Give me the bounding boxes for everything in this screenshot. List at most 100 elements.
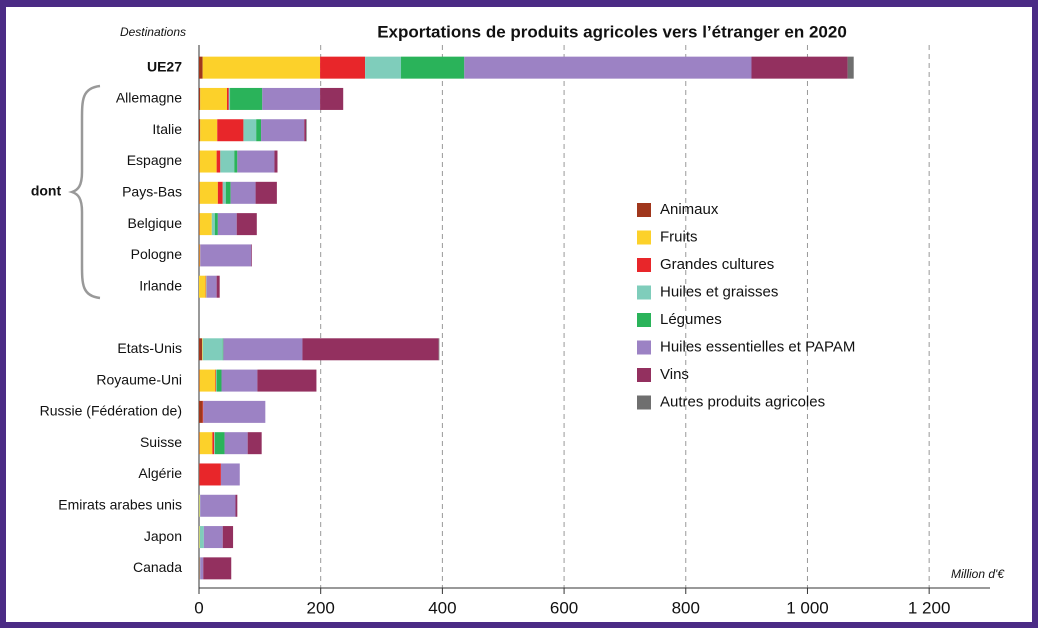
y-tick-label: Suisse: [140, 434, 182, 450]
bar-segment: [236, 213, 257, 236]
y-tick-label: Allemagne: [116, 90, 182, 106]
x-tick-label: 400: [428, 598, 456, 617]
bar-segment: [199, 244, 200, 267]
bar-segment: [199, 369, 200, 392]
bar-segment: [199, 181, 200, 204]
bar-segment: [214, 432, 225, 455]
y-tick-label: Algérie: [138, 465, 182, 481]
bar-segment: [320, 56, 366, 79]
bar-segment: [235, 494, 238, 517]
bar-segment: [200, 244, 252, 267]
bar-segment: [199, 87, 201, 110]
y-tick-label: Royaume-Uni: [96, 371, 182, 387]
bar-segment: [202, 56, 321, 79]
y-tick-label: Canada: [133, 559, 182, 575]
bar-segment: [200, 557, 204, 580]
y-tick-label: Emirats arabes unis: [58, 496, 182, 512]
bar-segment: [206, 275, 217, 298]
bar-segment: [199, 119, 201, 142]
bar-segment: [205, 275, 207, 298]
bar-segment: [304, 119, 307, 142]
y-axis-label: Destinations: [120, 25, 186, 39]
bar-segment: [251, 244, 252, 267]
bar-segment: [217, 213, 237, 236]
legend-label: Autres produits agricoles: [660, 393, 825, 410]
bar-segment: [202, 400, 204, 423]
bar-segment: [206, 275, 207, 298]
bar-segment: [203, 557, 232, 580]
bar-segment: [212, 432, 215, 455]
legend-label: Grandes cultures: [660, 256, 774, 273]
bar-segment: [222, 338, 224, 361]
legend-swatch: [637, 368, 651, 382]
bar-segment: [200, 494, 236, 517]
bar-segment: [199, 56, 203, 79]
bar-segment: [247, 432, 262, 455]
bar-segment: [216, 275, 220, 298]
bar-segment: [751, 56, 848, 79]
bar-segment: [220, 463, 240, 486]
bar-segment: [220, 150, 235, 173]
bar-segment: [847, 56, 854, 79]
bar-segment: [257, 369, 317, 392]
y-tick-label: Belgique: [128, 215, 183, 231]
legend-swatch: [637, 230, 651, 245]
y-tick-label: Russie (Fédération de): [40, 403, 182, 419]
bar-segment: [224, 432, 248, 455]
brace: [68, 84, 101, 300]
bar-segment: [217, 181, 223, 204]
bar-segment: [199, 494, 200, 517]
bar-segment: [199, 275, 206, 298]
bar-segment: [199, 526, 204, 549]
bar-segment: [199, 400, 203, 423]
bar-segment: [302, 338, 439, 361]
bar-segment: [199, 463, 200, 486]
y-tick-label: Pologne: [131, 246, 183, 262]
x-tick-label: 200: [307, 598, 335, 617]
bar-segment: [202, 338, 203, 361]
bar-segment: [234, 150, 238, 173]
bar-segment: [215, 369, 217, 392]
y-tick-label: Italie: [152, 121, 182, 137]
bar-segment: [228, 87, 231, 110]
bar-segment: [230, 87, 263, 110]
bar-segment: [274, 150, 278, 173]
bar-segment: [226, 87, 229, 110]
bar-segment: [199, 432, 213, 455]
bar-segment: [199, 494, 201, 517]
x-axis-label: Million d'€: [951, 567, 1005, 581]
bar-segment: [230, 181, 256, 204]
bar-segment: [211, 213, 215, 236]
y-tick-label: Etats-Unis: [117, 340, 182, 356]
legend-swatch: [637, 313, 651, 327]
legend-label: Huiles et graisses: [660, 283, 778, 300]
bar-segment: [221, 369, 258, 392]
bar-segment: [306, 119, 307, 142]
y-tick-label: UE27: [147, 58, 182, 74]
legend-swatch: [637, 340, 651, 355]
x-tick-label: 0: [194, 598, 203, 617]
x-tick-label: 1 200: [908, 598, 951, 617]
bar-segment: [199, 432, 200, 455]
bar-segment: [199, 150, 217, 173]
bar-segment: [199, 557, 201, 580]
bar-segment: [222, 181, 226, 204]
bar-segment: [216, 369, 217, 392]
chart-title: Exportations de produits agricoles vers …: [377, 22, 847, 41]
legend-label: Fruits: [660, 228, 698, 245]
bar-segment: [199, 557, 200, 580]
bar-segment: [203, 526, 223, 549]
bar-segment: [438, 338, 440, 361]
bar-segment: [365, 56, 402, 79]
bar-segment: [203, 400, 266, 423]
bar-segment: [217, 119, 244, 142]
legend-label: Légumes: [660, 311, 722, 328]
bar-segment: [464, 56, 752, 79]
y-tick-label: Espagne: [127, 152, 182, 168]
bar-segment: [199, 213, 212, 236]
bar-segment: [199, 244, 201, 267]
y-tick-label: Pays-Bas: [122, 184, 182, 200]
x-tick-label: 600: [550, 598, 578, 617]
bar-segment: [223, 338, 303, 361]
